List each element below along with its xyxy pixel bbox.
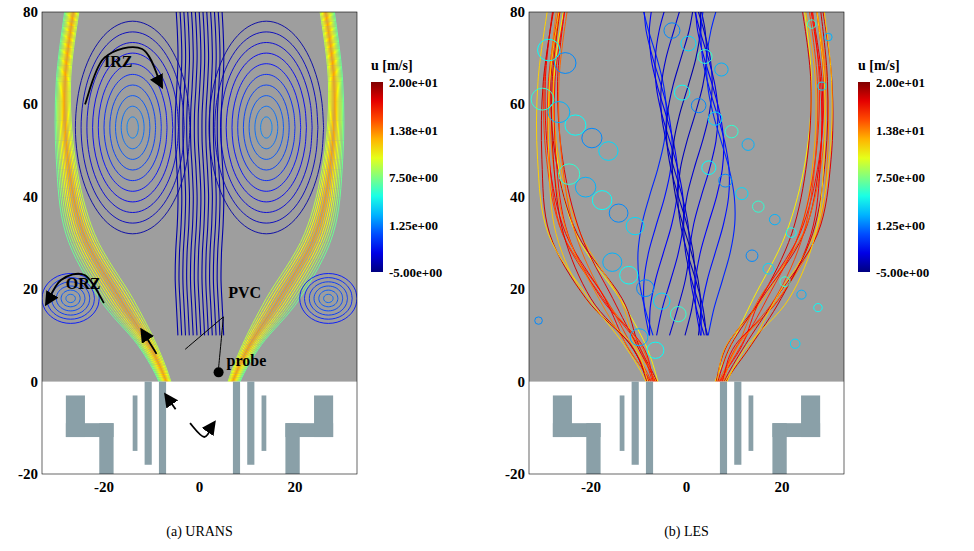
svg-text:probe: probe bbox=[227, 352, 267, 370]
svg-text:2.00e+01: 2.00e+01 bbox=[876, 75, 925, 90]
svg-text:0: 0 bbox=[31, 374, 39, 390]
svg-text:-20: -20 bbox=[94, 479, 114, 495]
svg-text:-5.00e+00: -5.00e+00 bbox=[389, 265, 442, 280]
svg-text:(a) URANS: (a) URANS bbox=[166, 524, 233, 540]
svg-text:ORZ: ORZ bbox=[66, 275, 101, 292]
svg-text:(b) LES: (b) LES bbox=[664, 524, 709, 540]
svg-text:7.50e+00: 7.50e+00 bbox=[876, 170, 925, 185]
svg-text:0: 0 bbox=[683, 479, 691, 495]
svg-text:7.50e+00: 7.50e+00 bbox=[389, 170, 438, 185]
svg-text:20: 20 bbox=[23, 281, 38, 297]
svg-text:IRZ: IRZ bbox=[104, 53, 132, 70]
svg-text:40: 40 bbox=[23, 189, 38, 205]
svg-text:60: 60 bbox=[23, 96, 38, 112]
svg-text:2.00e+01: 2.00e+01 bbox=[389, 75, 438, 90]
svg-text:0: 0 bbox=[196, 479, 204, 495]
svg-text:20: 20 bbox=[287, 479, 302, 495]
svg-text:PVC: PVC bbox=[228, 284, 261, 301]
svg-text:1.25e+00: 1.25e+00 bbox=[876, 218, 925, 233]
svg-text:80: 80 bbox=[23, 4, 38, 20]
svg-text:20: 20 bbox=[774, 479, 789, 495]
svg-text:u [m/s]: u [m/s] bbox=[371, 58, 413, 73]
svg-text:1.25e+00: 1.25e+00 bbox=[389, 218, 438, 233]
svg-text:-20: -20 bbox=[18, 466, 38, 482]
svg-text:-5.00e+00: -5.00e+00 bbox=[876, 265, 929, 280]
svg-text:-20: -20 bbox=[581, 479, 601, 495]
svg-text:u [m/s]: u [m/s] bbox=[858, 58, 900, 73]
svg-text:20: 20 bbox=[510, 281, 525, 297]
svg-text:40: 40 bbox=[510, 189, 525, 205]
svg-text:60: 60 bbox=[510, 96, 525, 112]
svg-text:1.38e+01: 1.38e+01 bbox=[389, 123, 438, 138]
svg-text:-20: -20 bbox=[505, 466, 525, 482]
svg-text:0: 0 bbox=[518, 374, 526, 390]
svg-text:80: 80 bbox=[510, 4, 525, 20]
svg-text:1.38e+01: 1.38e+01 bbox=[876, 123, 925, 138]
